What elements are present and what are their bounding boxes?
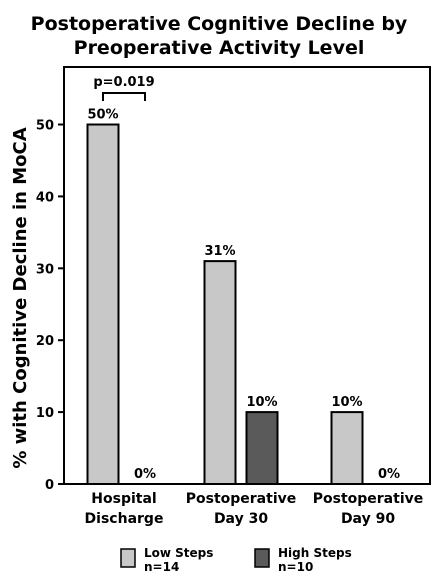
y-axis-label: % with Cognitive Decline in MoCA bbox=[10, 127, 31, 468]
category-label: Day 30 bbox=[214, 511, 268, 527]
chart-title-line2: Preoperative Activity Level bbox=[74, 37, 365, 59]
bar bbox=[86, 123, 120, 485]
bar bbox=[245, 411, 279, 486]
significance-bracket bbox=[102, 92, 146, 101]
category-label: Hospital bbox=[91, 491, 156, 507]
y-tick-label: 50 bbox=[36, 119, 54, 134]
legend-label: High Steps bbox=[278, 546, 352, 560]
y-tick-label: 30 bbox=[36, 262, 54, 277]
plot-area: 0 10 20 30 40 50 50% 31% 10% 0% 10% 0% Hospital Disch… bbox=[36, 66, 431, 527]
category-label: Discharge bbox=[85, 511, 164, 527]
data-label: 50% bbox=[87, 108, 118, 123]
bar bbox=[330, 411, 364, 486]
y-tick-label: 0 bbox=[45, 478, 54, 493]
data-label: 10% bbox=[331, 395, 362, 410]
category-label: Postoperative bbox=[186, 491, 297, 507]
category-label: Day 90 bbox=[341, 511, 395, 527]
legend-sublabel: n=14 bbox=[144, 560, 179, 574]
y-tick-label: 40 bbox=[36, 190, 54, 205]
data-label: 10% bbox=[246, 395, 277, 410]
bar bbox=[203, 260, 237, 485]
category-label: Postoperative bbox=[313, 491, 424, 507]
data-label: 0% bbox=[134, 467, 156, 482]
legend-sublabel: n=10 bbox=[278, 560, 313, 574]
legend-swatch bbox=[254, 548, 270, 568]
chart-title-line1: Postoperative Cognitive Decline by bbox=[31, 13, 408, 35]
legend-label: Low Steps bbox=[144, 546, 213, 560]
y-tick-label: 20 bbox=[36, 334, 54, 349]
y-tick-label: 10 bbox=[36, 406, 54, 421]
significance-label: p=0.019 bbox=[93, 75, 154, 90]
data-label: 0% bbox=[378, 467, 400, 482]
data-label: 31% bbox=[204, 244, 235, 259]
legend-swatch bbox=[120, 548, 136, 568]
